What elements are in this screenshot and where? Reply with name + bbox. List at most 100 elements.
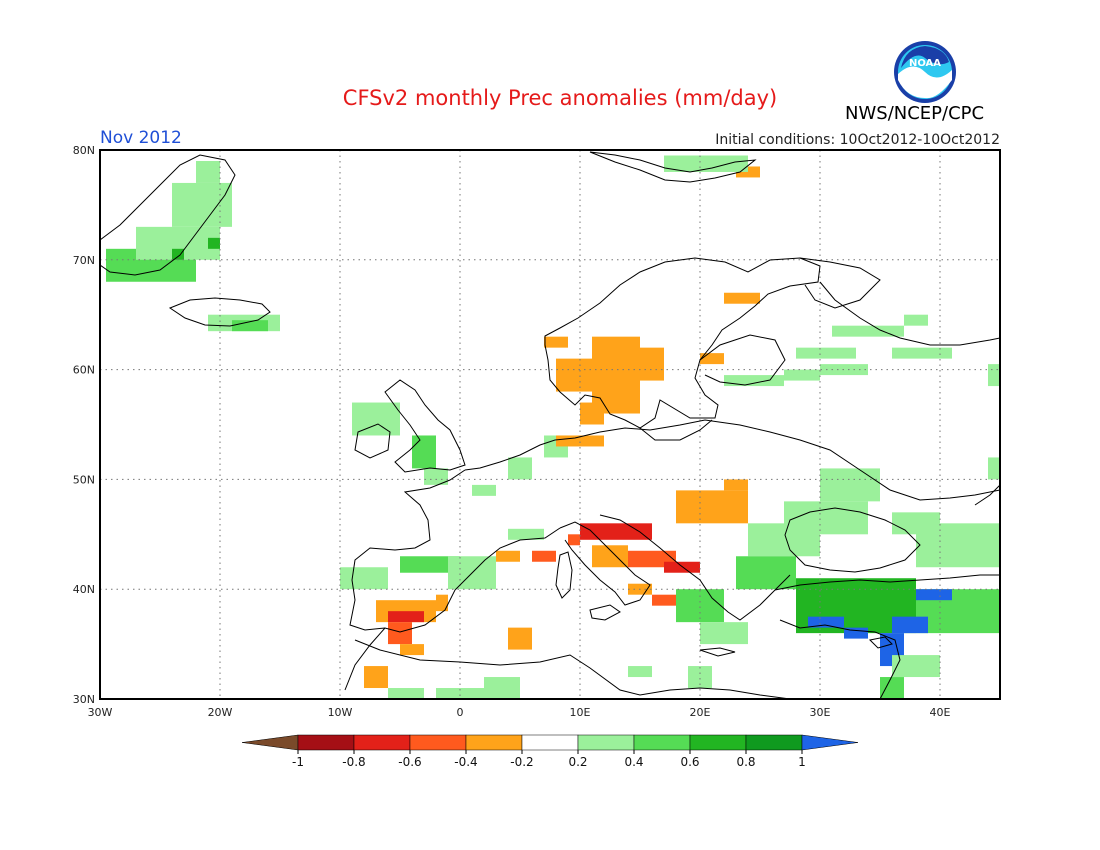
anomaly-cell (592, 545, 628, 568)
anomaly-cell (436, 688, 484, 699)
lat-tick-label: 80N (73, 144, 95, 157)
anomaly-cell (544, 336, 568, 348)
coastline-black-sea (784, 507, 921, 573)
coastline-turkey-south (779, 619, 901, 699)
anomaly-cell (556, 435, 604, 447)
lon-tick-label: 30E (810, 706, 831, 719)
anomaly-cell (664, 155, 748, 172)
coastline-turkey (774, 574, 1000, 591)
anomaly-cell (916, 523, 1000, 568)
anomaly-cell (172, 248, 184, 260)
coastline-white-sea (819, 281, 1000, 346)
coastline-corsica-sardinia (555, 551, 573, 599)
anomaly-cell (652, 594, 676, 606)
colorbar-label: -0.2 (510, 755, 533, 769)
anomaly-cell (748, 523, 820, 557)
lat-tick-label: 60N (73, 364, 95, 377)
anomaly-cell (172, 182, 232, 227)
anomaly-cell (628, 666, 652, 678)
coastline-iceland (168, 297, 271, 327)
anomaly-cell (568, 534, 580, 546)
anomaly-cell (832, 325, 904, 337)
anomaly-cell (472, 484, 496, 496)
colorbar-label: -0.4 (454, 755, 477, 769)
coastline-greenland (100, 154, 236, 276)
colorbar-swatch (633, 734, 691, 751)
anomaly-cell (808, 616, 844, 628)
lon-tick-label: 30W (88, 706, 113, 719)
colorbar-label: -0.6 (398, 755, 421, 769)
anomaly-cell (892, 347, 952, 359)
colorbar-label: 0.6 (680, 755, 699, 769)
initial-conditions-label: Initial conditions: 10Oct2012-10Oct2012 (715, 132, 1000, 148)
colorbar-label: 0.4 (624, 755, 643, 769)
anomaly-cell (508, 528, 544, 540)
anomaly-cell (784, 369, 820, 381)
colorbar-label: -1 (292, 755, 304, 769)
colorbar-swatch (745, 734, 803, 751)
coastline-north-africa (354, 639, 791, 699)
anomaly-cell (400, 644, 424, 656)
anomaly-cell (700, 353, 724, 365)
forecast-month: Nov 2012 (100, 128, 182, 148)
anomaly-cell (196, 160, 220, 183)
colorbar-label: 1 (798, 755, 806, 769)
coastline-cyprus (868, 636, 893, 649)
colorbar-swatch (409, 734, 467, 751)
anomaly-cell (340, 567, 388, 590)
map-title: CFSv2 monthly Prec anomalies (mm/day) (342, 86, 778, 110)
anomaly-cell (388, 622, 412, 645)
anomaly-cell (400, 556, 460, 573)
anomaly-cell (436, 594, 448, 612)
anomaly-cell (208, 237, 220, 249)
lon-tick-label: 10E (570, 706, 591, 719)
coastline-kola (799, 257, 881, 309)
lat-tick-label: 70N (73, 254, 95, 267)
map-frame (99, 149, 1001, 700)
anomaly-cell (724, 479, 748, 491)
agency-label: NWS/NCEP/CPC (845, 103, 985, 124)
colorbar-label: 0.2 (568, 755, 587, 769)
coastline-adriatic-balkans (599, 514, 791, 621)
coastline-scandinavia (544, 257, 821, 429)
anomaly-cell (232, 320, 268, 332)
coastline-caspian (974, 484, 1000, 506)
anomaly-cell (736, 556, 796, 590)
colorbar-label: -0.8 (342, 755, 365, 769)
anomaly-cell (388, 611, 424, 623)
anomaly-cell (412, 435, 436, 469)
anomaly-cell (988, 364, 1000, 387)
anomaly-cell (892, 655, 940, 678)
anomaly-cell (820, 468, 880, 502)
anomaly-cell (484, 677, 520, 699)
anomaly-cell (508, 627, 532, 650)
colorbar-low-arrow (241, 734, 299, 751)
coastline-italy (559, 521, 651, 606)
coastline-great-britain (384, 379, 466, 473)
anomaly-cell (664, 561, 700, 573)
anomaly-cell (592, 336, 640, 414)
anomaly-cell (532, 550, 556, 562)
colorbar-swatch (297, 734, 355, 751)
anomaly-cell (700, 622, 748, 645)
anomaly-cell (724, 292, 760, 304)
anomaly-cell (496, 550, 520, 562)
colorbar-swatch (465, 734, 523, 751)
lat-tick-label: 30N (73, 693, 95, 706)
anomaly-cell (580, 523, 652, 540)
coastline-crete (699, 647, 736, 657)
lon-tick-label: 20W (208, 706, 233, 719)
anomaly-cell (424, 468, 448, 485)
anomaly-cell (508, 457, 532, 480)
anomaly-cell (892, 616, 928, 634)
anomaly-cell (556, 358, 592, 392)
colorbar-swatch (577, 734, 635, 751)
coastline-morocco (344, 627, 386, 691)
svg-text:NOAA: NOAA (909, 58, 941, 69)
anomaly-cell (724, 375, 784, 387)
coastline-svalbard (589, 151, 757, 183)
anomaly-cell (688, 666, 712, 689)
coastline-baltic (639, 419, 713, 441)
anomaly-cell (796, 347, 856, 359)
